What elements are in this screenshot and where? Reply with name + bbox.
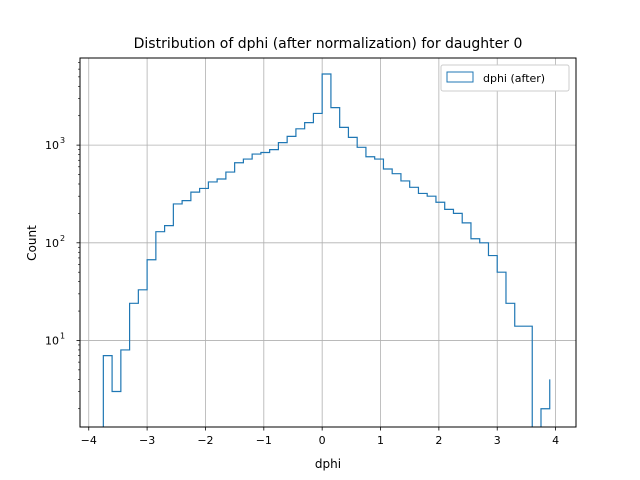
x-tick-label: 4 bbox=[552, 434, 559, 447]
x-axis-label: dphi bbox=[315, 457, 341, 471]
y-tick-label: 10 bbox=[45, 139, 59, 152]
x-tick-label: 1 bbox=[377, 434, 384, 447]
legend-label: dphi (after) bbox=[483, 72, 545, 85]
x-tick-label: −4 bbox=[81, 434, 97, 447]
x-tick-label: −1 bbox=[256, 434, 272, 447]
y-tick-label-exponent: 3 bbox=[60, 136, 65, 145]
histogram-step-line bbox=[102, 73, 551, 427]
x-tick-label: 3 bbox=[494, 434, 501, 447]
y-tick-label: 10 bbox=[45, 334, 59, 347]
y-axis-label: Count bbox=[25, 225, 39, 261]
y-tick-label-exponent: 1 bbox=[60, 331, 65, 340]
legend: dphi (after) bbox=[440, 64, 570, 92]
chart-title: Distribution of dphi (after normalizatio… bbox=[134, 36, 523, 52]
x-tick-label: −3 bbox=[139, 434, 155, 447]
legend-swatch bbox=[446, 71, 474, 83]
y-tick-label-base: 10 bbox=[45, 139, 59, 152]
y-tick-label: 10 bbox=[45, 237, 59, 250]
x-tick-label: 0 bbox=[319, 434, 326, 447]
x-tick-label: 2 bbox=[435, 434, 442, 447]
x-tick-label: −2 bbox=[197, 434, 213, 447]
y-tick-label-exponent: 2 bbox=[60, 234, 65, 243]
grid bbox=[80, 58, 576, 427]
y-tick-label-base: 10 bbox=[45, 334, 59, 347]
histogram-series bbox=[102, 73, 551, 427]
y-tick-label-base: 10 bbox=[45, 237, 59, 250]
